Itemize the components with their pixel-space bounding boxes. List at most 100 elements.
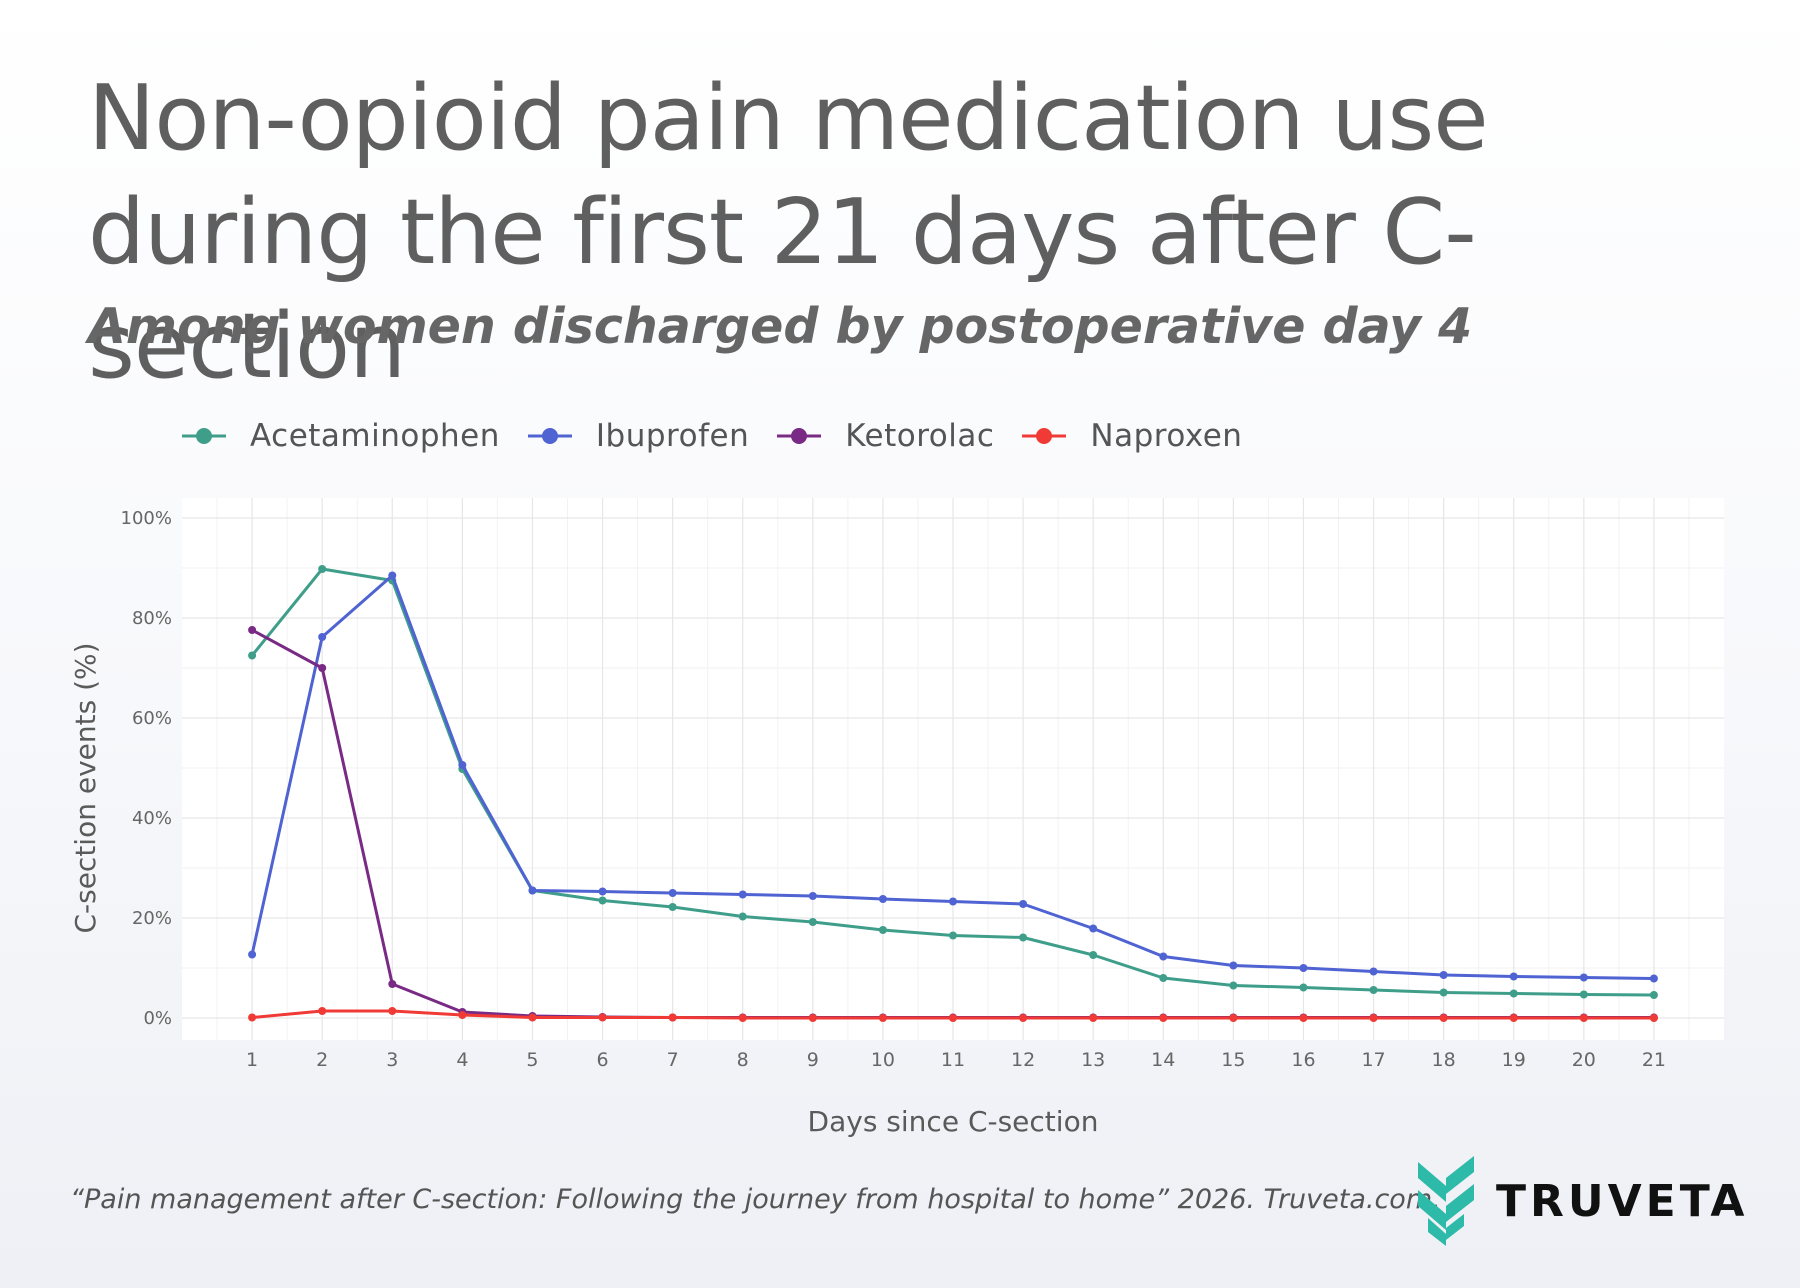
data-point-naproxen <box>949 1014 957 1022</box>
x-tick-label: 5 <box>526 1049 538 1071</box>
legend-label: Ibuprofen <box>595 418 750 454</box>
data-point-acetaminophen <box>668 903 677 911</box>
data-point-ibuprofen <box>808 892 817 900</box>
x-tick-label: 7 <box>667 1049 679 1071</box>
data-point-naproxen <box>1439 1014 1448 1022</box>
data-point-naproxen <box>1229 1014 1238 1022</box>
x-tick-label: 6 <box>596 1049 608 1071</box>
data-point-acetaminophen <box>878 926 887 934</box>
data-point-acetaminophen <box>1089 951 1098 959</box>
data-point-acetaminophen <box>1509 989 1518 998</box>
data-point-acetaminophen <box>949 931 957 940</box>
data-point-acetaminophen <box>1439 988 1448 997</box>
data-point-ibuprofen <box>1369 967 1378 976</box>
data-point-naproxen <box>248 1013 257 1022</box>
x-tick-label: 4 <box>456 1049 468 1071</box>
truveta-logo: TRUVETA <box>1418 1156 1748 1246</box>
data-point-ibuprofen <box>1579 973 1588 982</box>
data-point-naproxen <box>738 1014 747 1022</box>
data-point-ibuprofen <box>248 950 257 959</box>
data-point-naproxen <box>1579 1014 1588 1022</box>
data-point-ibuprofen <box>598 887 607 896</box>
data-point-acetaminophen <box>318 565 327 573</box>
citation-footer: “Pain management after C-section: Follow… <box>70 1184 1441 1215</box>
data-point-acetaminophen <box>1649 991 1658 999</box>
page-subtitle: Among women discharged by postoperative … <box>88 298 1473 355</box>
legend-label: Acetaminophen <box>250 418 500 454</box>
data-point-acetaminophen <box>1369 986 1378 994</box>
x-tick-label: 10 <box>871 1049 895 1071</box>
data-point-naproxen <box>1299 1014 1308 1022</box>
data-point-acetaminophen <box>1299 983 1308 992</box>
x-tick-label: 13 <box>1081 1049 1105 1071</box>
data-point-ketorolac <box>248 626 257 634</box>
legend-item-ketorolac[interactable]: Ketorolac <box>775 418 994 454</box>
data-point-naproxen <box>1369 1014 1378 1022</box>
data-point-ibuprofen <box>1299 964 1308 972</box>
x-tick-label: 9 <box>807 1049 819 1071</box>
x-tick-label: 19 <box>1502 1049 1526 1071</box>
data-point-naproxen <box>318 1007 327 1015</box>
truveta-logo-icon <box>1418 1156 1474 1246</box>
data-point-ibuprofen <box>1229 961 1238 970</box>
x-tick-label: 15 <box>1221 1049 1245 1071</box>
data-point-ibuprofen <box>1089 924 1098 933</box>
data-point-ibuprofen <box>949 897 957 906</box>
x-axis-title: Days since C-section <box>808 1105 1099 1138</box>
x-tick-label: 20 <box>1572 1049 1596 1071</box>
legend-item-acetaminophen[interactable]: Acetaminophen <box>180 418 500 454</box>
data-point-ibuprofen <box>318 633 327 641</box>
data-point-acetaminophen <box>248 651 257 660</box>
data-point-ketorolac <box>318 664 327 672</box>
data-point-acetaminophen <box>1019 933 1028 942</box>
data-point-acetaminophen <box>1229 981 1238 990</box>
chart-legend: Acetaminophen Ibuprofen Ketorolac Naproxen <box>180 412 1268 460</box>
x-tick-label: 14 <box>1151 1049 1175 1071</box>
x-tick-label: 3 <box>386 1049 398 1071</box>
y-tick-label: 80% <box>132 608 172 629</box>
data-point-naproxen <box>808 1014 817 1022</box>
data-point-acetaminophen <box>738 912 747 921</box>
data-point-ibuprofen <box>1509 972 1518 981</box>
legend-item-naproxen[interactable]: Naproxen <box>1020 418 1242 454</box>
data-point-acetaminophen <box>808 918 817 926</box>
data-point-ibuprofen <box>738 890 747 899</box>
data-point-naproxen <box>1509 1014 1518 1022</box>
data-point-ibuprofen <box>1019 900 1028 908</box>
legend-swatch-acetaminophen <box>182 428 226 444</box>
data-point-naproxen <box>598 1013 607 1022</box>
page-title: Non-opioid pain medication use during th… <box>88 66 1489 399</box>
legend-label: Naproxen <box>1090 418 1243 454</box>
data-point-ibuprofen <box>1439 971 1448 979</box>
legend-swatch-ketorolac <box>777 428 822 444</box>
legend-swatch-naproxen <box>1022 428 1067 444</box>
data-point-ibuprofen <box>528 886 537 895</box>
data-point-naproxen <box>668 1013 677 1022</box>
x-tick-label: 2 <box>316 1049 328 1071</box>
x-tick-label: 18 <box>1432 1049 1456 1071</box>
data-point-naproxen <box>1159 1014 1168 1022</box>
data-point-ibuprofen <box>668 889 677 897</box>
data-point-acetaminophen <box>598 896 607 905</box>
y-axis-title: C-section events (%) <box>69 642 102 933</box>
data-point-acetaminophen <box>1579 990 1588 999</box>
data-point-ibuprofen <box>1159 952 1168 961</box>
data-point-ibuprofen <box>388 571 397 580</box>
data-point-naproxen <box>458 1011 467 1019</box>
y-tick-label: 60% <box>132 708 172 729</box>
x-tick-label: 17 <box>1361 1049 1385 1071</box>
data-point-naproxen <box>1019 1014 1028 1022</box>
y-tick-label: 40% <box>132 808 172 829</box>
y-tick-label: 100% <box>121 508 172 529</box>
data-point-naproxen <box>388 1007 397 1015</box>
data-point-naproxen <box>528 1013 537 1022</box>
x-tick-label: 8 <box>737 1049 749 1071</box>
x-tick-label: 12 <box>1011 1049 1035 1071</box>
y-tick-label: 20% <box>132 908 172 929</box>
x-tick-label: 16 <box>1291 1049 1315 1071</box>
data-point-ibuprofen <box>878 895 887 903</box>
legend-swatch-ibuprofen <box>527 428 572 444</box>
legend-item-ibuprofen[interactable]: Ibuprofen <box>526 418 749 454</box>
data-point-naproxen <box>878 1014 887 1022</box>
data-point-ibuprofen <box>1649 974 1658 983</box>
